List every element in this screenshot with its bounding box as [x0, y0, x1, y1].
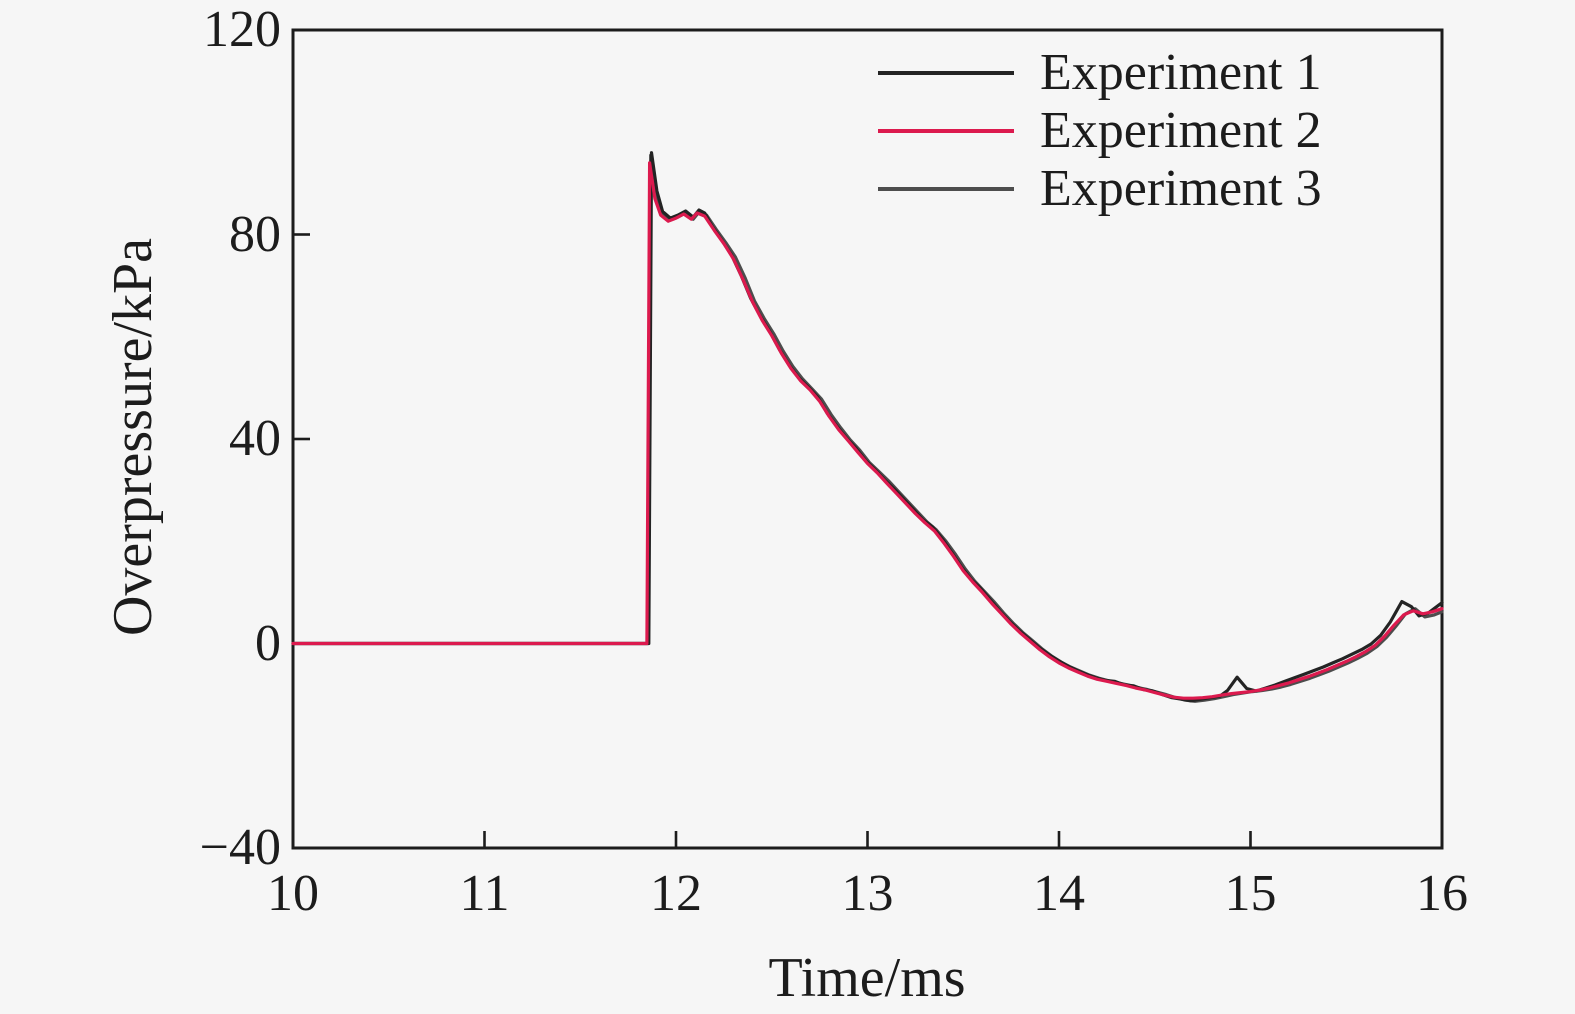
- x-tick-label: 14: [1033, 865, 1085, 922]
- plot-frame: [291, 28, 1444, 850]
- x-axis-title: Time/ms: [768, 947, 966, 1009]
- y-tick-label: −40: [199, 819, 281, 876]
- series-line-experiment-2: [291, 161, 1444, 700]
- legend-line-swatch: [878, 129, 1014, 133]
- x-tick-label: 10: [267, 865, 319, 922]
- y-tick-label: 120: [203, 1, 281, 58]
- x-tick-label: 13: [841, 865, 894, 922]
- legend-label: Experiment 2: [1040, 102, 1322, 159]
- x-tick-label: 11: [459, 865, 510, 922]
- series-line-experiment-1: [291, 151, 1444, 703]
- x-tick-label: 16: [1416, 865, 1468, 922]
- legend-item-experiment-2: Experiment 2: [878, 102, 1322, 160]
- legend-line-swatch: [878, 71, 1014, 75]
- x-tick-label: 15: [1224, 865, 1277, 922]
- y-axis-title: Overpressure/kPa: [102, 237, 164, 637]
- legend-label: Experiment 3: [1040, 160, 1322, 217]
- legend-label: Experiment 1: [1040, 44, 1322, 101]
- y-tick-label: 0: [255, 614, 281, 672]
- legend-item-experiment-3: Experiment 3: [878, 160, 1322, 218]
- series-line-experiment-3: [291, 153, 1444, 703]
- legend-item-experiment-1: Experiment 1: [878, 44, 1322, 102]
- legend: Experiment 1 Experiment 2 Experiment 3: [878, 44, 1322, 218]
- x-tick-label: 12: [650, 865, 702, 922]
- y-tick-label: 40: [229, 410, 281, 467]
- legend-line-swatch: [878, 187, 1014, 191]
- y-tick-label: 80: [229, 205, 281, 263]
